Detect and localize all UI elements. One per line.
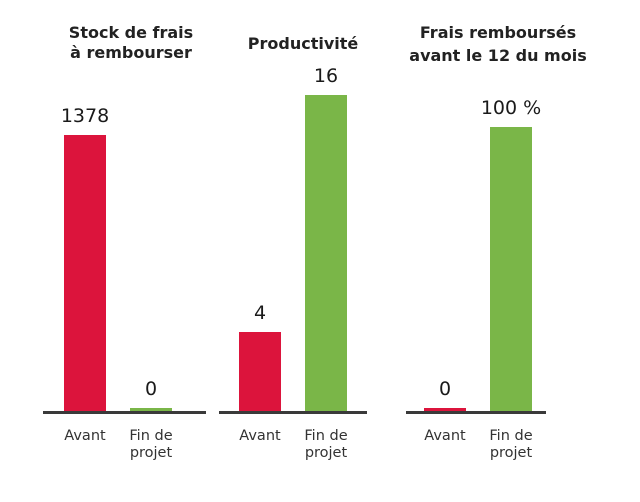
data-label: 100 % bbox=[481, 97, 541, 119]
bar bbox=[305, 95, 347, 411]
bar bbox=[130, 408, 172, 411]
category-label: projet bbox=[130, 445, 173, 461]
chart-title: Productivité bbox=[248, 34, 359, 53]
bar bbox=[239, 332, 281, 411]
chart-title: Stock de frais bbox=[69, 23, 193, 42]
data-label: 4 bbox=[254, 302, 266, 324]
bar bbox=[64, 135, 106, 411]
category-label: Avant bbox=[64, 428, 106, 444]
category-label: projet bbox=[305, 445, 348, 461]
chart-title: avant le 12 du mois bbox=[409, 46, 586, 65]
chart-title: à rembourser bbox=[70, 43, 192, 62]
bar bbox=[424, 408, 466, 411]
category-label: projet bbox=[490, 445, 533, 461]
category-label: Fin de bbox=[129, 428, 172, 444]
data-label: 16 bbox=[314, 65, 338, 87]
data-label: 1378 bbox=[61, 105, 109, 127]
category-label: Fin de bbox=[304, 428, 347, 444]
chart-title: Frais remboursés bbox=[420, 23, 576, 42]
bar bbox=[490, 127, 532, 411]
category-label: Fin de bbox=[489, 428, 532, 444]
category-label: Avant bbox=[424, 428, 466, 444]
data-label: 0 bbox=[439, 378, 451, 400]
data-label: 0 bbox=[145, 378, 157, 400]
category-label: Avant bbox=[239, 428, 281, 444]
